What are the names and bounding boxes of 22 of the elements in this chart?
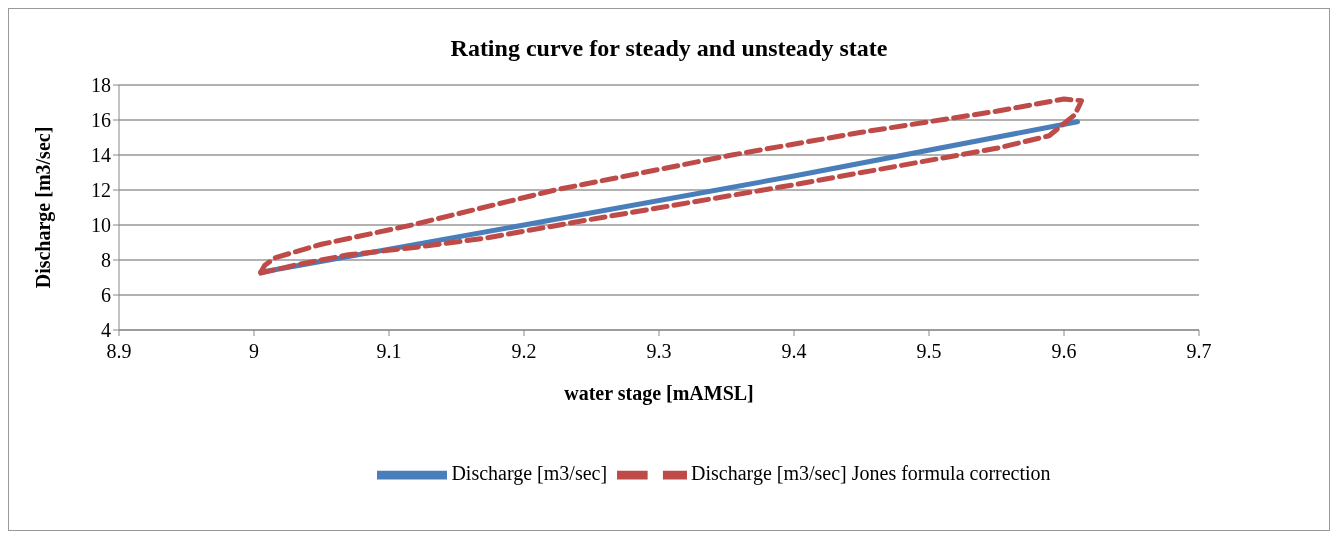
legend-label: Discharge [m3/sec] Jones formula correction <box>691 461 1051 484</box>
x-tick-label: 9.7 <box>1186 340 1212 363</box>
x-tick-label: 9.3 <box>646 340 672 363</box>
y-tick-label: 8 <box>101 249 111 272</box>
y-axis-title: Discharge [m3/sec] <box>32 126 56 289</box>
chart-title: Rating curve for steady and unsteady state <box>449 35 889 62</box>
y-tick-label: 10 <box>91 214 111 237</box>
x-tick-label: 9.1 <box>376 340 402 363</box>
x-tick-label: 9.6 <box>1051 340 1077 363</box>
x-tick-label: 9 <box>249 340 259 363</box>
y-tick-label: 4 <box>101 319 111 342</box>
x-tick-label: 9.4 <box>781 340 807 363</box>
y-tick-label: 16 <box>91 109 111 132</box>
y-tick-label: 12 <box>91 179 111 202</box>
y-tick-label: 18 <box>91 74 111 97</box>
x-tick-label: 9.2 <box>511 340 537 363</box>
x-tick-label: 8.9 <box>106 340 132 363</box>
x-axis-title: water stage [mAMSL] <box>564 382 754 405</box>
x-tick-label: 9.5 <box>916 340 942 363</box>
y-tick-label: 14 <box>91 144 111 167</box>
y-tick-label: 6 <box>101 284 111 307</box>
legend-label: Discharge [m3/sec] <box>451 461 608 484</box>
